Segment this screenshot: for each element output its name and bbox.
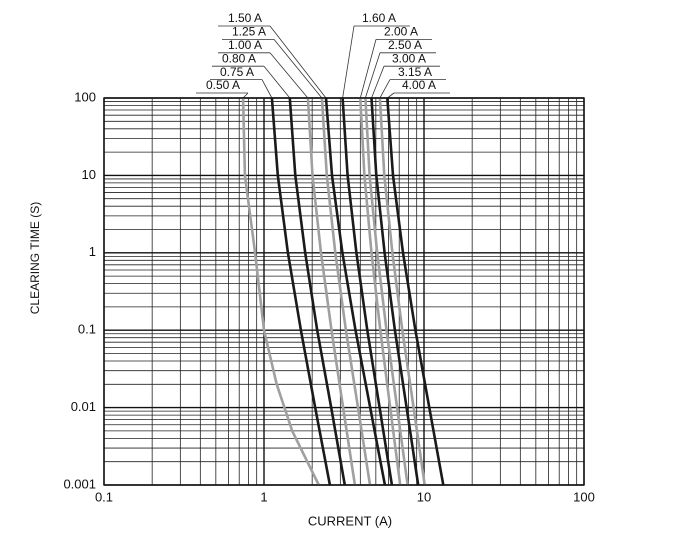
fuse-curve (359, 97, 402, 486)
fuse-curve (364, 97, 409, 486)
series-label: 0.80 A (222, 51, 256, 65)
fuse-curve (241, 97, 320, 486)
x-tick-label: 1 (260, 489, 267, 504)
series-label: 1.25 A (232, 25, 266, 39)
fuse-curve (288, 97, 347, 486)
y-tick-label: 1 (89, 244, 96, 259)
y-tick-label: 0.01 (71, 399, 96, 414)
series-label: 3.00 A (392, 51, 426, 65)
series-label: 1.00 A (228, 38, 262, 52)
leader-line (359, 39, 377, 99)
series-label: 2.50 A (388, 38, 422, 52)
fuse-curve (386, 97, 445, 486)
leader-line (269, 25, 327, 99)
series-label: 3.15 A (398, 65, 432, 79)
y-axis-label: CLEARING TIME (S) (28, 202, 42, 314)
leader-line (371, 66, 385, 99)
y-tick-label: 100 (74, 89, 96, 104)
fuse-curve (320, 97, 372, 486)
fuse-curve (306, 97, 357, 486)
x-tick-label: 10 (417, 489, 431, 504)
leader-line (342, 25, 355, 99)
leader-line (263, 65, 291, 99)
fuse-curve (370, 97, 420, 486)
y-tick-label: 0.001 (63, 476, 96, 491)
fuse-curve (270, 97, 332, 486)
leader-line (261, 79, 273, 99)
series-label: 1.50 A (228, 11, 262, 25)
leader-line (379, 79, 391, 99)
leader-line (269, 52, 309, 99)
series-label: 0.50 A (206, 78, 240, 92)
leader-line (273, 39, 323, 99)
series-label: 4.00 A (402, 78, 436, 92)
series-label: 1.60 A (362, 11, 396, 25)
x-tick-label: 0.1 (95, 489, 113, 504)
x-axis-label: CURRENT (A) (308, 513, 392, 528)
leader-line (242, 92, 249, 99)
plot-border (103, 97, 585, 486)
leader-line (387, 92, 395, 99)
series-label: 0.75 A (220, 65, 254, 79)
series-label: 2.00 A (384, 25, 418, 39)
y-tick-label: 0.1 (78, 322, 96, 337)
fuse-curve (341, 97, 394, 486)
fuse-curve (324, 97, 387, 486)
y-tick-label: 10 (82, 167, 96, 182)
leader-line (364, 52, 381, 99)
fuse-curve (378, 97, 426, 486)
x-tick-label: 100 (573, 489, 595, 504)
